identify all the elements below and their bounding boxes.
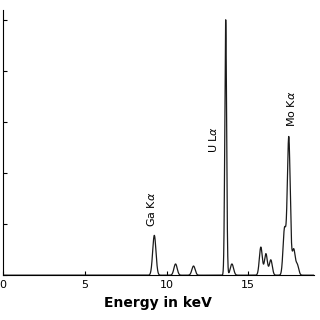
- X-axis label: Energy in keV: Energy in keV: [104, 296, 212, 310]
- Text: U L$\alpha$: U L$\alpha$: [207, 125, 219, 153]
- Text: Mo K$\alpha$: Mo K$\alpha$: [285, 91, 297, 127]
- Text: Ga K$\alpha$: Ga K$\alpha$: [145, 191, 157, 227]
